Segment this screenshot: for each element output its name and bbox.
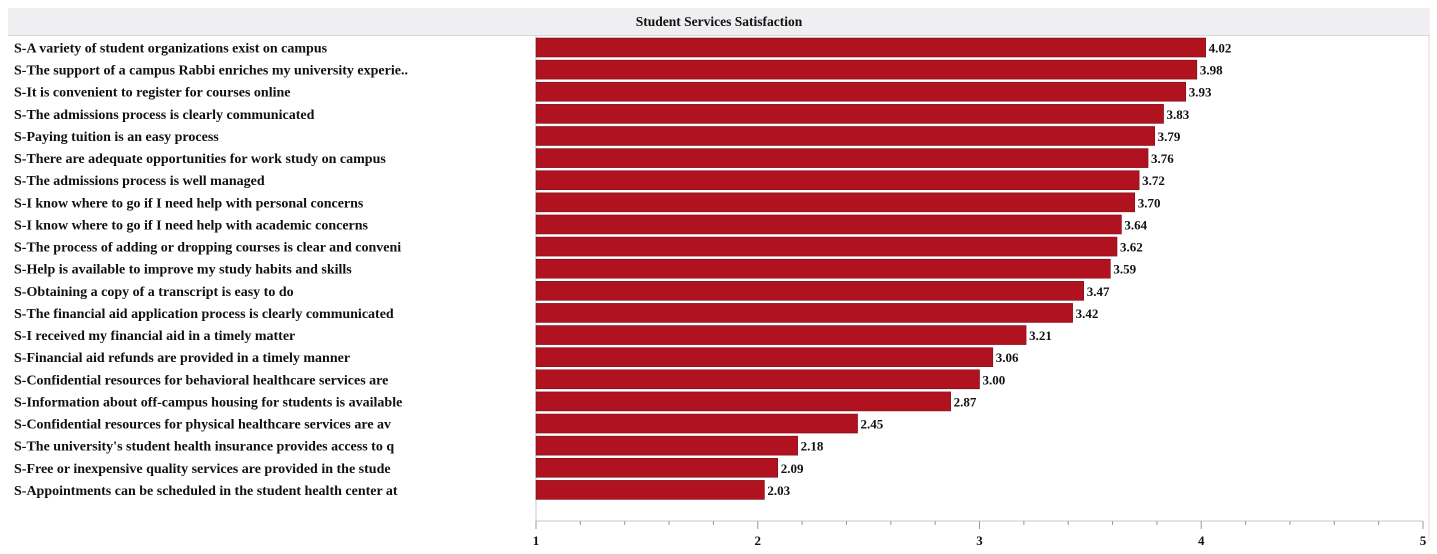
category-label: S-The process of adding or dropping cour… <box>14 241 401 256</box>
bar <box>535 214 1122 235</box>
category-label: S-A variety of student organizations exi… <box>14 42 328 57</box>
value-label: 3.59 <box>1113 262 1136 277</box>
bar <box>535 391 951 412</box>
category-label: S-I received my financial aid in a timel… <box>14 329 295 344</box>
value-label: 3.42 <box>1076 306 1099 321</box>
bar <box>535 59 1198 80</box>
bar <box>535 281 1085 301</box>
value-label: 3.00 <box>983 372 1006 387</box>
bar <box>535 148 1149 168</box>
x-tick-label: 1 <box>533 533 540 548</box>
bar <box>535 126 1155 146</box>
bar <box>535 435 798 456</box>
x-tick-label: 5 <box>1420 533 1427 548</box>
category-label: S-Confidential resources for behavioral … <box>14 373 388 388</box>
value-label: 4.02 <box>1209 41 1232 56</box>
value-label: 2.18 <box>801 439 824 454</box>
value-label: 2.03 <box>767 483 790 498</box>
bar <box>535 37 1206 58</box>
bar <box>535 104 1164 124</box>
category-label: S-Free or inexpensive quality services a… <box>14 462 391 477</box>
value-label: 3.06 <box>996 350 1019 365</box>
bar <box>535 369 980 390</box>
x-tick-label: 4 <box>1198 533 1205 548</box>
x-tick-label: 2 <box>755 533 762 548</box>
category-label: S-I know where to go if I need help with… <box>14 196 364 211</box>
value-label: 3.83 <box>1167 107 1190 122</box>
value-label: 3.72 <box>1142 173 1165 188</box>
value-label: 3.79 <box>1158 129 1181 144</box>
category-label: S-Confidential resources for physical he… <box>14 418 391 433</box>
value-label: 3.98 <box>1200 63 1223 78</box>
value-label: 3.62 <box>1120 240 1143 255</box>
bar <box>535 413 858 434</box>
category-label: S-Appointments can be scheduled in the s… <box>14 484 398 499</box>
x-tick-label: 3 <box>976 533 983 548</box>
category-label: S-The financial aid application process … <box>14 307 394 322</box>
category-label: S-The admissions process is well managed <box>14 174 265 189</box>
category-label: S-There are adequate opportunities for w… <box>14 152 386 167</box>
chart-title: Student Services Satisfaction <box>635 14 803 29</box>
bar <box>535 303 1073 323</box>
value-label: 3.47 <box>1087 284 1110 299</box>
category-label: S-The support of a campus Rabbi enriches… <box>14 64 408 79</box>
value-label: 3.21 <box>1029 328 1052 343</box>
value-label: 2.09 <box>781 461 804 476</box>
category-label: S-Paying tuition is an easy process <box>14 130 219 145</box>
chart-title-band: Student Services Satisfaction <box>8 8 1430 36</box>
bar <box>535 457 779 478</box>
category-label: S-The university's student health insura… <box>14 440 394 455</box>
bar <box>535 81 1187 102</box>
category-label: S-The admissions process is clearly comm… <box>14 108 315 123</box>
value-label: 3.93 <box>1189 85 1212 100</box>
category-label: S-Help is available to improve my study … <box>14 263 352 278</box>
category-label: S-Obtaining a copy of a transcript is ea… <box>14 285 294 300</box>
bar <box>535 192 1136 213</box>
bar <box>535 258 1111 279</box>
value-label: 2.45 <box>861 417 884 432</box>
bar <box>535 347 994 367</box>
bar <box>535 325 1027 345</box>
value-label: 3.70 <box>1138 195 1161 210</box>
value-label: 2.87 <box>954 394 977 409</box>
category-label: S-Information about off-campus housing f… <box>14 395 402 410</box>
value-label: 3.76 <box>1151 151 1174 166</box>
bar <box>535 480 765 500</box>
category-label: S-It is convenient to register for cours… <box>14 86 290 101</box>
bar <box>535 236 1118 257</box>
category-label: S-Financial aid refunds are provided in … <box>14 351 350 366</box>
category-label: S-I know where to go if I need help with… <box>14 218 369 233</box>
bar <box>535 170 1140 191</box>
value-label: 3.64 <box>1124 217 1147 232</box>
